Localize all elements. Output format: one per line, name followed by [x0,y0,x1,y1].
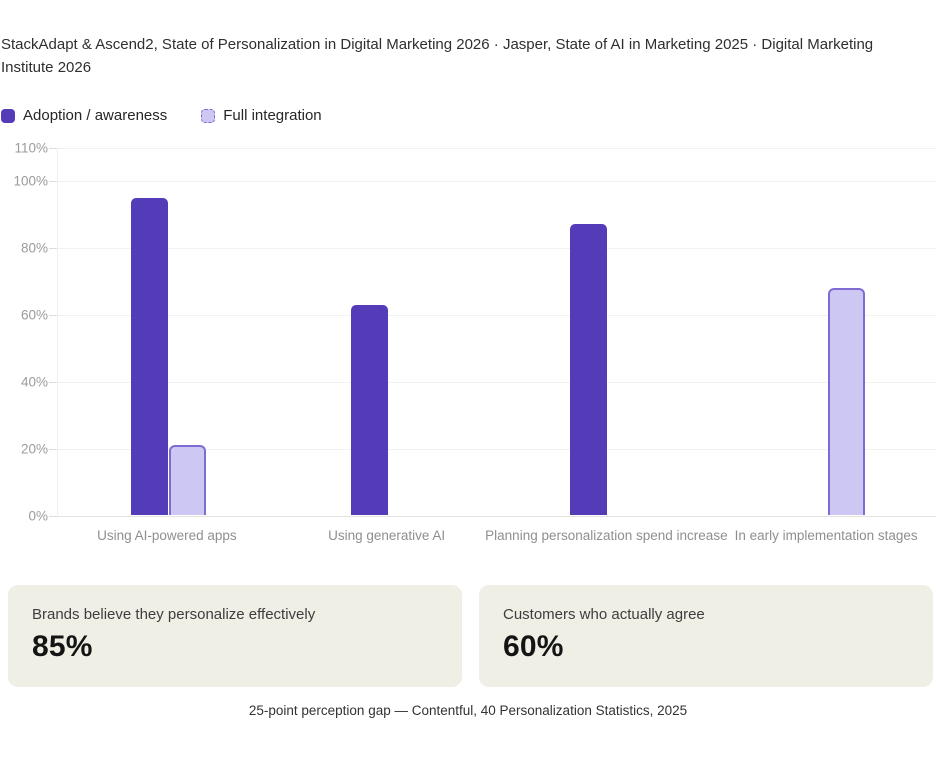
x-axis-label: In early implementation stages [734,527,918,543]
stat-card-value: 85% [32,629,93,663]
y-tick-mark [49,247,57,249]
chart-legend: Adoption / awareness Full integration [1,107,936,125]
gridline [57,314,936,316]
bar-adoption [350,304,388,516]
y-tick-mark [49,381,57,383]
y-tick-mark [49,515,57,517]
x-axis-label: Planning personalization spend increase [485,527,728,543]
stat-card-customers: Customers who actually agree 60% [479,584,933,687]
stat-card-label: Customers who actually agree [503,605,705,623]
legend-label-full-integration: Full integration [223,107,322,124]
gridline [57,247,936,249]
bar-adoption [130,197,168,516]
gridline [57,448,936,450]
legend-item-adoption: Adoption / awareness [1,107,167,124]
legend-item-full-integration: Full integration [201,107,322,124]
gridline [57,180,936,182]
y-axis-label: 0% [28,508,48,523]
solid-swatch-icon [1,108,15,123]
y-axis-label: 100% [13,173,48,189]
stat-card-brands: Brands believe they personalize effectiv… [8,584,462,687]
page: StackAdapt & Ascend2, State of Personali… [0,33,936,762]
bar-full-integration [828,288,866,516]
stat-cards: Brands believe they personalize effectiv… [8,584,933,687]
y-axis-label: 80% [20,240,48,256]
caption-text: 25-point perception gap — Contentful, 40… [248,702,688,718]
y-axis-line [57,147,58,516]
y-tick-mark [49,448,57,450]
stat-card-value: 60% [503,629,564,663]
gridline [57,515,936,517]
bar-adoption [570,224,608,516]
y-axis-label: 40% [20,374,48,390]
x-axis-label: Using AI-powered apps [97,527,237,543]
gridline [57,381,936,383]
bar-chart: 0% 20% 40% 60% 80% 100% 110% Using AI-powered a… [0,140,936,553]
stat-card-label: Brands believe they personalize effectiv… [32,605,316,623]
y-tick-mark [49,180,57,182]
legend-label-adoption: Adoption / awareness [23,107,168,124]
gridline [57,147,936,149]
source-attribution-text: StackAdapt & Ascend2, State of Personali… [1,36,874,77]
y-axis-label: 20% [20,441,48,457]
y-axis-label: 60% [20,307,48,323]
y-tick-mark [49,147,57,149]
dashed-swatch-icon [201,108,216,123]
bar-full-integration [168,445,206,516]
y-tick-mark [49,314,57,316]
x-axis-label: Using generative AI [328,527,446,543]
y-axis-label: 110% [14,140,48,155]
